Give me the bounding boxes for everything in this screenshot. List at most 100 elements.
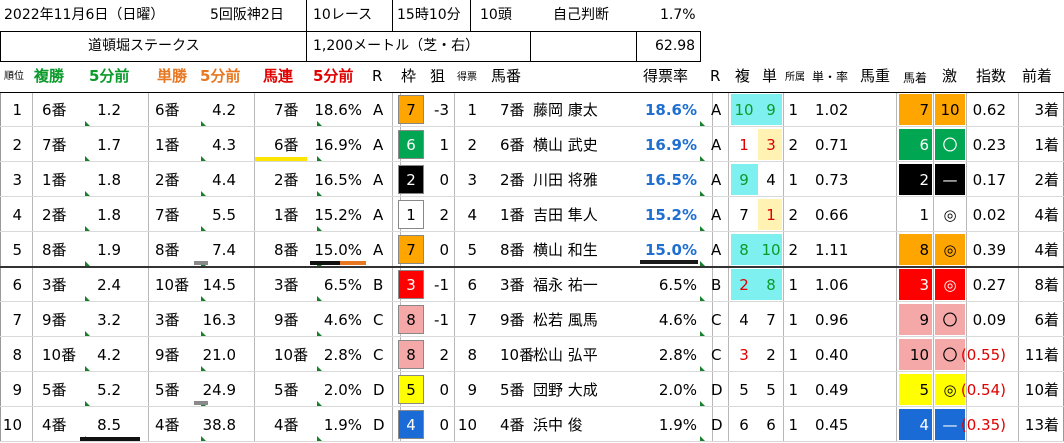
waku-number: 6 xyxy=(406,136,416,154)
header-r1: R xyxy=(372,67,383,85)
geki-mark: 10 xyxy=(940,101,960,119)
fuku-highlight xyxy=(731,164,758,195)
table-row[interactable]: 6 3番 2.4 10番 14.5 3番 6.5% B 3 -1 6 3番 福永 祐一 6.5% B 2 8 1 1… xyxy=(0,267,1064,302)
comment-marker-icon xyxy=(201,191,206,196)
tan-highlight xyxy=(758,269,782,300)
fukusho-odds: 4.2 xyxy=(97,346,121,364)
index-value: 0.23 xyxy=(972,136,1006,154)
waku-badge xyxy=(398,270,424,299)
tansho-odds: 7.4 xyxy=(212,241,236,259)
fukusho-horse: 4番 xyxy=(42,416,67,434)
fuku-value: 5 xyxy=(739,381,749,399)
fukusho-odds: 1.7 xyxy=(97,136,121,154)
tansho-odds: 4.2 xyxy=(212,101,236,119)
comment-marker-icon xyxy=(85,401,90,406)
fuku-value: 6 xyxy=(739,416,749,434)
chaku-value: 8 xyxy=(919,241,929,259)
comment-marker-icon xyxy=(317,366,322,371)
chaku-value: 3 xyxy=(919,276,929,294)
comment-marker-icon xyxy=(85,156,90,161)
tan-highlight xyxy=(758,199,782,230)
header-bajyu: 馬重 xyxy=(860,67,891,85)
table-row[interactable]: 2 7番 1.7 1番 4.3 6番 16.9% A 6 1 2 6番 横山 武史 16.9% A 1 3 2 0.… xyxy=(0,127,1064,162)
row-divider xyxy=(0,196,1064,197)
horse-number: 9番 xyxy=(500,311,525,329)
chaku-badge xyxy=(899,199,932,230)
vote-rate: 15.0% xyxy=(644,241,697,259)
header-nerai: 狙 xyxy=(430,67,446,85)
value-bar xyxy=(340,261,366,265)
geki-badge xyxy=(935,164,965,195)
race-date: 2022年11月6日（日曜） xyxy=(4,7,165,23)
tansho-horse: 6番 xyxy=(155,101,180,119)
header-tan-rate: 単・率 xyxy=(812,70,849,84)
fuku-value: 8 xyxy=(739,241,749,259)
geki-badge xyxy=(935,199,965,230)
umaren-horse: 6番 xyxy=(274,136,299,154)
horse-number: 5番 xyxy=(500,381,525,399)
umaren-rank: D xyxy=(373,381,385,399)
umaren-horse: 10番 xyxy=(274,346,309,364)
score: 62.98 xyxy=(655,38,696,54)
geki-mark: 〇 xyxy=(942,136,958,154)
tansho-odds: 21.0 xyxy=(202,346,236,364)
shozoku-value: 2 xyxy=(788,206,798,224)
fuku-value: 3 xyxy=(739,346,749,364)
tansho-horse: 9番 xyxy=(155,346,180,364)
index-value: 0.17 xyxy=(972,171,1006,189)
race-time: 15時10分 xyxy=(397,7,461,23)
comment-marker-icon xyxy=(700,156,705,161)
header-tan: 単 xyxy=(762,67,778,85)
header-zenchaku: 前着 xyxy=(1022,67,1053,85)
row-divider xyxy=(0,441,1064,442)
rank-value: 4 xyxy=(12,206,22,224)
umaren-horse: 4番 xyxy=(274,416,299,434)
umaren-horse: 1番 xyxy=(274,206,299,224)
tan-rate-value: 0.40 xyxy=(815,346,849,364)
waku-badge xyxy=(398,130,424,159)
info-band: 2022年11月6日（日曜） 5回阪神2日 10レース 15時10分 10頭 自… xyxy=(0,0,1064,62)
rank-value: 1 xyxy=(12,101,22,119)
comment-marker-icon xyxy=(317,191,322,196)
comment-marker-icon xyxy=(700,296,705,301)
fuku-value: 2 xyxy=(739,276,749,294)
jockey-name: 横山 武史 xyxy=(533,136,598,154)
chaku-badge xyxy=(899,94,932,125)
chaku-badge xyxy=(899,234,932,265)
chaku-value: 2 xyxy=(919,171,929,189)
jockey-name: 吉田 隼人 xyxy=(533,206,598,224)
comment-marker-icon xyxy=(700,191,705,196)
rate-rank: A xyxy=(711,136,722,154)
table-row[interactable]: 5 8番 1.9 8番 7.4 8番 15.0% A 7 0 5 8番 横山 和生 15.0% A 8 10 2 1… xyxy=(0,232,1064,268)
umaren-pct: 16.9% xyxy=(314,136,362,154)
tokuhyo-rank: 10 xyxy=(457,416,477,434)
shozoku-value: 1 xyxy=(788,346,798,364)
jockey-name: 藤岡 康太 xyxy=(533,101,598,119)
umaren-rank: C xyxy=(373,311,384,329)
comment-marker-icon xyxy=(201,226,206,231)
waku-number: 7 xyxy=(406,241,416,259)
geki-badge xyxy=(935,129,965,160)
tokuhyo-rank: 7 xyxy=(467,311,477,329)
zenchaku-value: 13着 xyxy=(1024,416,1059,434)
table-row[interactable]: 7 9番 3.2 3番 16.3 9番 4.6% C 8 -1 7 9番 松若 風馬 4.6% C 4 7 1 0.… xyxy=(0,302,1064,337)
tansho-horse: 10番 xyxy=(155,276,190,294)
table-row[interactable]: 3 1番 1.8 2番 4.4 2番 16.5% A 2 0 3 2番 川田 将雅 16.5% A 9 4 1 0.… xyxy=(0,162,1064,197)
table-row[interactable]: 10 4番 8.5 4番 38.8 4番 1.9% D 4 0 10 4番 浜中 俊 1.9% D 6 6 1 0.… xyxy=(0,407,1064,442)
waku-badge xyxy=(398,200,424,229)
rank-value: 9 xyxy=(12,381,22,399)
table-row[interactable]: 1 6番 1.2 6番 4.2 7番 18.6% A 7 -3 1 7番 藤岡 康太 18.6% A 10 9 1… xyxy=(0,92,1064,127)
table-row[interactable]: 9 5番 5.2 5番 24.9 5番 2.0% D 5 0 9 5番 団野 大成 2.0% D 5 5 1 0.4… xyxy=(0,372,1064,407)
tan-value: 5 xyxy=(766,381,776,399)
table-row[interactable]: 8 10番 4.2 9番 21.0 10番 2.8% C 8 2 8 10番 松山 弘平 2.8% C 3 2 1… xyxy=(0,337,1064,372)
fukusho-horse: 7番 xyxy=(42,136,67,154)
comment-marker-icon xyxy=(317,156,322,161)
umaren-horse: 3番 xyxy=(274,276,299,294)
table-row[interactable]: 4 2番 1.8 7番 5.5 1番 15.2% A 1 2 4 1番 吉田 隼人 15.2% A 7 1 2 0.… xyxy=(0,197,1064,232)
tan-value: 4 xyxy=(766,171,776,189)
vote-rate: 4.6% xyxy=(658,311,697,329)
nerai-value: -1 xyxy=(434,276,449,294)
fukusho-horse: 8番 xyxy=(42,241,67,259)
shozoku-value: 1 xyxy=(788,381,798,399)
rate-rank: A xyxy=(711,241,722,259)
